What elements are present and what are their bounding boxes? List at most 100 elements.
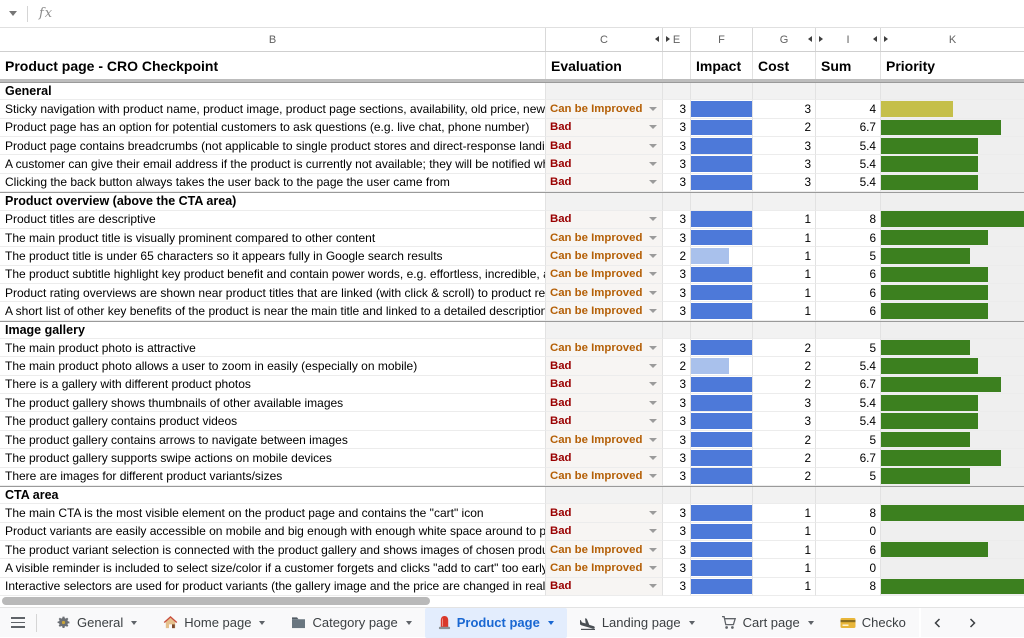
- impact-bar-cell[interactable]: [691, 467, 753, 486]
- impact-bar-cell[interactable]: [691, 449, 753, 468]
- empty-cell[interactable]: [816, 486, 881, 505]
- sum-cell[interactable]: 6: [816, 283, 881, 303]
- column-header-e[interactable]: E: [663, 28, 691, 51]
- evaluation-cell[interactable]: Bad: [546, 449, 663, 468]
- column-header-k[interactable]: K: [881, 28, 1024, 51]
- impact-value-cell[interactable]: 3: [663, 430, 691, 450]
- dropdown-caret-icon[interactable]: [649, 308, 657, 313]
- priority-bar-cell[interactable]: [881, 137, 1024, 156]
- priority-bar-cell[interactable]: [881, 173, 1024, 193]
- cost-header-cell[interactable]: Cost: [753, 52, 816, 79]
- empty-cell[interactable]: [691, 321, 753, 340]
- priority-bar-cell[interactable]: [881, 577, 1024, 597]
- evaluation-cell[interactable]: Can be Improved: [546, 430, 663, 450]
- expand-hidden-column-d-icon[interactable]: [666, 36, 670, 42]
- cost-cell[interactable]: 2: [753, 357, 816, 376]
- impact-value-cell[interactable]: 3: [663, 467, 691, 486]
- sum-cell[interactable]: 4: [816, 100, 881, 119]
- dropdown-caret-icon[interactable]: [649, 584, 657, 589]
- cost-cell[interactable]: 1: [753, 540, 816, 560]
- impact-bar-cell[interactable]: [691, 577, 753, 597]
- impact-value-cell[interactable]: 3: [663, 173, 691, 193]
- dropdown-caret-icon[interactable]: [649, 547, 657, 552]
- priority-bar-cell[interactable]: [881, 412, 1024, 431]
- empty-cell[interactable]: [816, 321, 881, 340]
- impact-value-cell[interactable]: 3: [663, 394, 691, 413]
- impact-bar-cell[interactable]: [691, 339, 753, 358]
- priority-bar-cell[interactable]: [881, 247, 1024, 266]
- impact-value-cell[interactable]: 3: [663, 210, 691, 229]
- cost-cell[interactable]: 2: [753, 467, 816, 486]
- dropdown-caret-icon[interactable]: [649, 566, 657, 571]
- priority-bar-cell[interactable]: [881, 228, 1024, 248]
- priority-bar-cell[interactable]: [881, 449, 1024, 468]
- empty-cell[interactable]: [691, 486, 753, 505]
- checkpoint-cell[interactable]: Product rating overviews are shown near …: [0, 283, 546, 303]
- dropdown-caret-icon[interactable]: [649, 437, 657, 442]
- priority-bar-cell[interactable]: [881, 375, 1024, 395]
- priority-bar-cell[interactable]: [881, 357, 1024, 376]
- section-title-cell[interactable]: Product overview (above the CTA area): [0, 193, 546, 211]
- dropdown-caret-icon[interactable]: [649, 455, 657, 460]
- expand-hidden-column-j-icon[interactable]: [873, 36, 877, 42]
- priority-header-cell[interactable]: Priority: [886, 57, 936, 74]
- impact-bar-cell[interactable]: [691, 357, 753, 376]
- impact-bar-cell[interactable]: [691, 302, 753, 321]
- evaluation-cell[interactable]: Can be Improved: [546, 247, 663, 266]
- empty-cell[interactable]: [881, 486, 1024, 505]
- dropdown-caret-icon[interactable]: [649, 419, 657, 424]
- cost-cell[interactable]: 1: [753, 522, 816, 541]
- cost-cell[interactable]: 2: [753, 449, 816, 468]
- checkpoint-cell[interactable]: The product subtitle highlight key produ…: [0, 265, 546, 284]
- checkpoint-cell[interactable]: The product gallery supports swipe actio…: [0, 449, 546, 468]
- checkpoint-cell[interactable]: The main CTA is the most visible element…: [0, 504, 546, 523]
- impact-value-cell[interactable]: 3: [663, 559, 691, 578]
- impact-value-cell[interactable]: 3: [663, 100, 691, 119]
- priority-bar-cell[interactable]: [881, 100, 1024, 119]
- evaluation-cell[interactable]: Can be Improved: [546, 283, 663, 303]
- column-header-i[interactable]: I: [816, 28, 881, 51]
- empty-cell[interactable]: [816, 193, 881, 211]
- checkpoint-cell[interactable]: The main product photo allows a user to …: [0, 357, 546, 376]
- impact-bar-cell[interactable]: [691, 522, 753, 541]
- section-title-cell[interactable]: CTA area: [0, 486, 546, 505]
- impact-bar-cell[interactable]: [691, 137, 753, 156]
- checkpoint-cell[interactable]: A visible reminder is included to select…: [0, 559, 546, 578]
- cost-cell[interactable]: 3: [753, 155, 816, 174]
- cost-cell[interactable]: 3: [753, 173, 816, 193]
- cost-cell[interactable]: 3: [753, 394, 816, 413]
- cost-cell[interactable]: 1: [753, 559, 816, 578]
- checkpoint-cell[interactable]: The product variant selection is connect…: [0, 540, 546, 560]
- cost-cell[interactable]: 3: [753, 100, 816, 119]
- sum-cell[interactable]: 6.7: [816, 449, 881, 468]
- priority-bar-cell[interactable]: [881, 155, 1024, 174]
- cost-cell[interactable]: 1: [753, 504, 816, 523]
- tab-landing-page[interactable]: Landing page: [567, 608, 708, 638]
- checkpoint-cell[interactable]: The main product title is visually promi…: [0, 228, 546, 248]
- column-header-f[interactable]: F: [691, 28, 753, 51]
- tab-scroll-left-button[interactable]: [921, 608, 955, 638]
- checkpoint-cell[interactable]: The product gallery contains product vid…: [0, 412, 546, 431]
- checkpoint-cell[interactable]: The main product photo is attractive: [0, 339, 546, 358]
- empty-cell[interactable]: [753, 193, 816, 211]
- checkpoint-cell[interactable]: There are images for different product v…: [0, 467, 546, 486]
- priority-bar-cell[interactable]: [881, 118, 1024, 138]
- evaluation-cell[interactable]: Can be Improved: [546, 100, 663, 119]
- checkpoint-cell[interactable]: Product page contains breadcrumbs (not a…: [0, 137, 546, 156]
- sum-cell[interactable]: 6: [816, 265, 881, 284]
- sum-cell[interactable]: 5.4: [816, 173, 881, 193]
- impact-bar-cell[interactable]: [691, 228, 753, 248]
- impact-bar-cell[interactable]: [691, 540, 753, 560]
- tab-menu-caret-icon[interactable]: [688, 620, 695, 625]
- sum-cell[interactable]: 0: [816, 559, 881, 578]
- expand-hidden-column-d-icon[interactable]: [655, 36, 659, 42]
- dropdown-caret-icon[interactable]: [649, 474, 657, 479]
- evaluation-cell[interactable]: Can be Improved: [546, 228, 663, 248]
- sum-cell[interactable]: 6: [816, 540, 881, 560]
- sum-cell[interactable]: 5: [816, 339, 881, 358]
- expand-hidden-column-j-icon[interactable]: [884, 36, 888, 42]
- cost-cell[interactable]: 1: [753, 265, 816, 284]
- dropdown-caret-icon[interactable]: [649, 162, 657, 167]
- dropdown-caret-icon[interactable]: [649, 290, 657, 295]
- impact-value-cell[interactable]: 3: [663, 504, 691, 523]
